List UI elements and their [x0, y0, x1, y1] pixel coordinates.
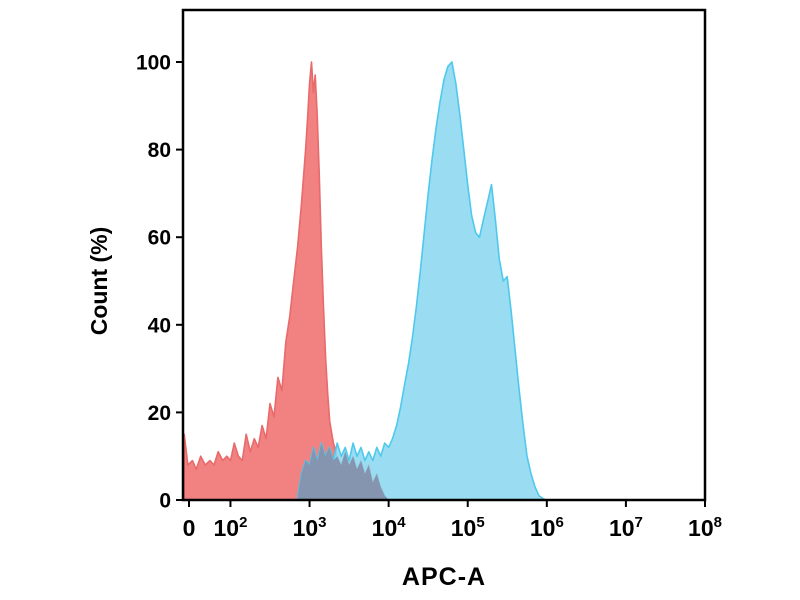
histogram-areas — [183, 61, 546, 501]
y-tick-label: 20 — [148, 402, 171, 425]
x-tick-label: 0 — [183, 515, 196, 541]
overlap-area — [297, 443, 389, 500]
x-tick-label: 104 — [372, 514, 407, 541]
x-tick-label: 107 — [609, 514, 643, 541]
x-tick-label: 105 — [451, 514, 485, 541]
y-axis-label: Count (%) — [86, 227, 112, 336]
y-tick-label: 40 — [148, 314, 171, 337]
red-histogram-area — [183, 61, 390, 501]
y-tick-label: 80 — [148, 139, 171, 162]
blue-histogram-area — [296, 61, 546, 501]
x-tick-label: 108 — [688, 514, 722, 541]
y-tick-labels: 0 20 40 60 80 100 — [136, 52, 171, 513]
y-tick-label: 0 — [159, 490, 171, 513]
x-tick-labels: 0 102 103 104 105 106 107 108 — [183, 514, 722, 541]
x-tick-label: 103 — [293, 514, 327, 541]
y-tick-label: 100 — [136, 52, 171, 75]
x-tick-label: 106 — [530, 514, 564, 541]
plot-border — [181, 8, 707, 502]
x-tick-label: 102 — [213, 514, 247, 541]
x-axis-label: APC-A — [402, 563, 486, 591]
y-tick-label: 60 — [148, 227, 171, 250]
